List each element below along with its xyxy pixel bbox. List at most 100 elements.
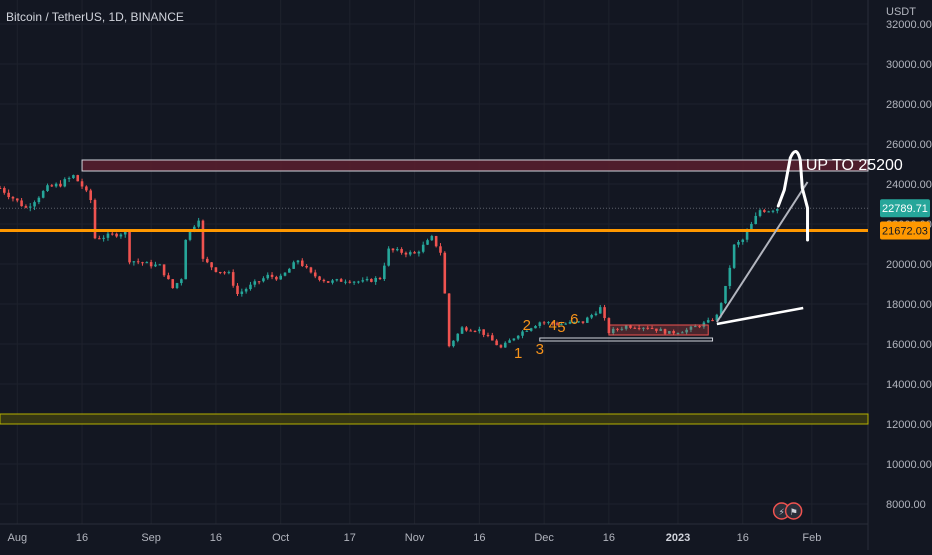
candle <box>218 271 222 275</box>
candle-body <box>568 322 572 324</box>
candle-body <box>145 262 149 264</box>
candle <box>732 243 736 270</box>
candle <box>115 232 118 238</box>
candle-body <box>201 220 205 259</box>
candle-body <box>218 271 222 273</box>
last-price-badge-text: 22789.71 <box>882 203 928 215</box>
candle-body <box>180 279 183 284</box>
candle-body <box>439 246 442 253</box>
price-zones <box>0 159 869 425</box>
candle <box>24 204 28 209</box>
candle-body <box>279 275 282 280</box>
candle <box>214 267 218 273</box>
candle <box>439 243 442 256</box>
candle-body <box>352 281 356 283</box>
candle-body <box>512 338 516 341</box>
candle-body <box>110 233 114 235</box>
candle-body <box>102 237 105 239</box>
candle <box>771 209 775 214</box>
candle-body <box>197 220 200 227</box>
candle <box>313 269 317 279</box>
candle <box>46 183 49 192</box>
candle-body <box>262 278 265 282</box>
candle <box>525 329 529 332</box>
candle <box>305 264 308 269</box>
last-price-badge-bg <box>880 199 930 218</box>
candle <box>201 219 205 262</box>
candle-body <box>37 197 41 203</box>
x-tick-label: Dec <box>534 532 554 544</box>
candle-body <box>361 280 365 282</box>
candle-body <box>80 181 84 187</box>
candle <box>408 250 412 257</box>
candle <box>715 313 719 322</box>
candle <box>296 259 300 265</box>
last-price-badge: 22789.71 <box>880 199 930 218</box>
wave-label: 2 <box>523 317 531 334</box>
candle <box>564 322 568 325</box>
candle-body <box>633 327 637 329</box>
candle <box>110 231 114 236</box>
y-tick-label: 30000.00 <box>886 59 932 71</box>
candle <box>603 304 606 321</box>
range-box <box>539 337 714 342</box>
candle <box>521 330 524 339</box>
candle <box>426 238 429 246</box>
candle-body <box>542 322 546 324</box>
candle <box>158 263 162 266</box>
candle-body <box>15 198 19 201</box>
candle-body <box>715 314 719 321</box>
candle-body <box>391 248 395 251</box>
candle-body <box>193 226 196 231</box>
candle-body <box>89 190 92 201</box>
candle <box>231 269 235 288</box>
y-tick-label: 18000.00 <box>886 299 932 311</box>
candle <box>516 335 520 340</box>
symbol-header[interactable]: Bitcoin / TetherUS, 1D, BINANCE <box>6 10 184 24</box>
candle <box>227 270 231 275</box>
candle <box>758 208 762 218</box>
candle-body <box>620 328 624 330</box>
candle <box>452 340 455 348</box>
y-tick-label: 28000.00 <box>886 99 932 111</box>
candle-body <box>534 325 537 329</box>
y-tick-label: 24000.00 <box>886 179 932 191</box>
candle <box>141 261 144 266</box>
candle-body <box>538 322 542 326</box>
candle-body <box>33 202 36 207</box>
time-axis[interactable]: Aug 16 Sep 16 Oct 17 Nov 16 Dec 16 2023 16 Feb <box>7 532 821 544</box>
candle <box>180 278 183 286</box>
y-tick-label: 16000.00 <box>886 339 932 351</box>
icon-ring <box>784 502 803 520</box>
candle <box>357 280 360 284</box>
candle <box>503 341 507 348</box>
candle <box>637 325 641 331</box>
candle <box>491 332 494 341</box>
candle-body <box>663 329 667 334</box>
candle-body <box>240 291 244 295</box>
candle-body <box>184 239 187 280</box>
x-tick-label: Aug <box>7 532 27 544</box>
candle <box>447 293 451 348</box>
candle-body <box>106 233 110 238</box>
candle-body <box>115 233 118 237</box>
short-trend-line <box>716 306 804 326</box>
candle-body <box>577 321 580 323</box>
candle <box>249 281 252 291</box>
candle-body <box>344 281 347 283</box>
candle-body <box>162 264 166 276</box>
candle <box>167 272 170 280</box>
candle <box>646 325 650 330</box>
candle <box>240 288 244 297</box>
level-price-badge: 21672.03 <box>880 221 930 240</box>
candle <box>676 332 680 335</box>
level-price-badge-text: 21672.03 <box>882 226 928 238</box>
candle-body <box>503 342 507 348</box>
candle <box>776 208 779 214</box>
candle <box>41 189 45 199</box>
candle-body <box>430 236 434 241</box>
